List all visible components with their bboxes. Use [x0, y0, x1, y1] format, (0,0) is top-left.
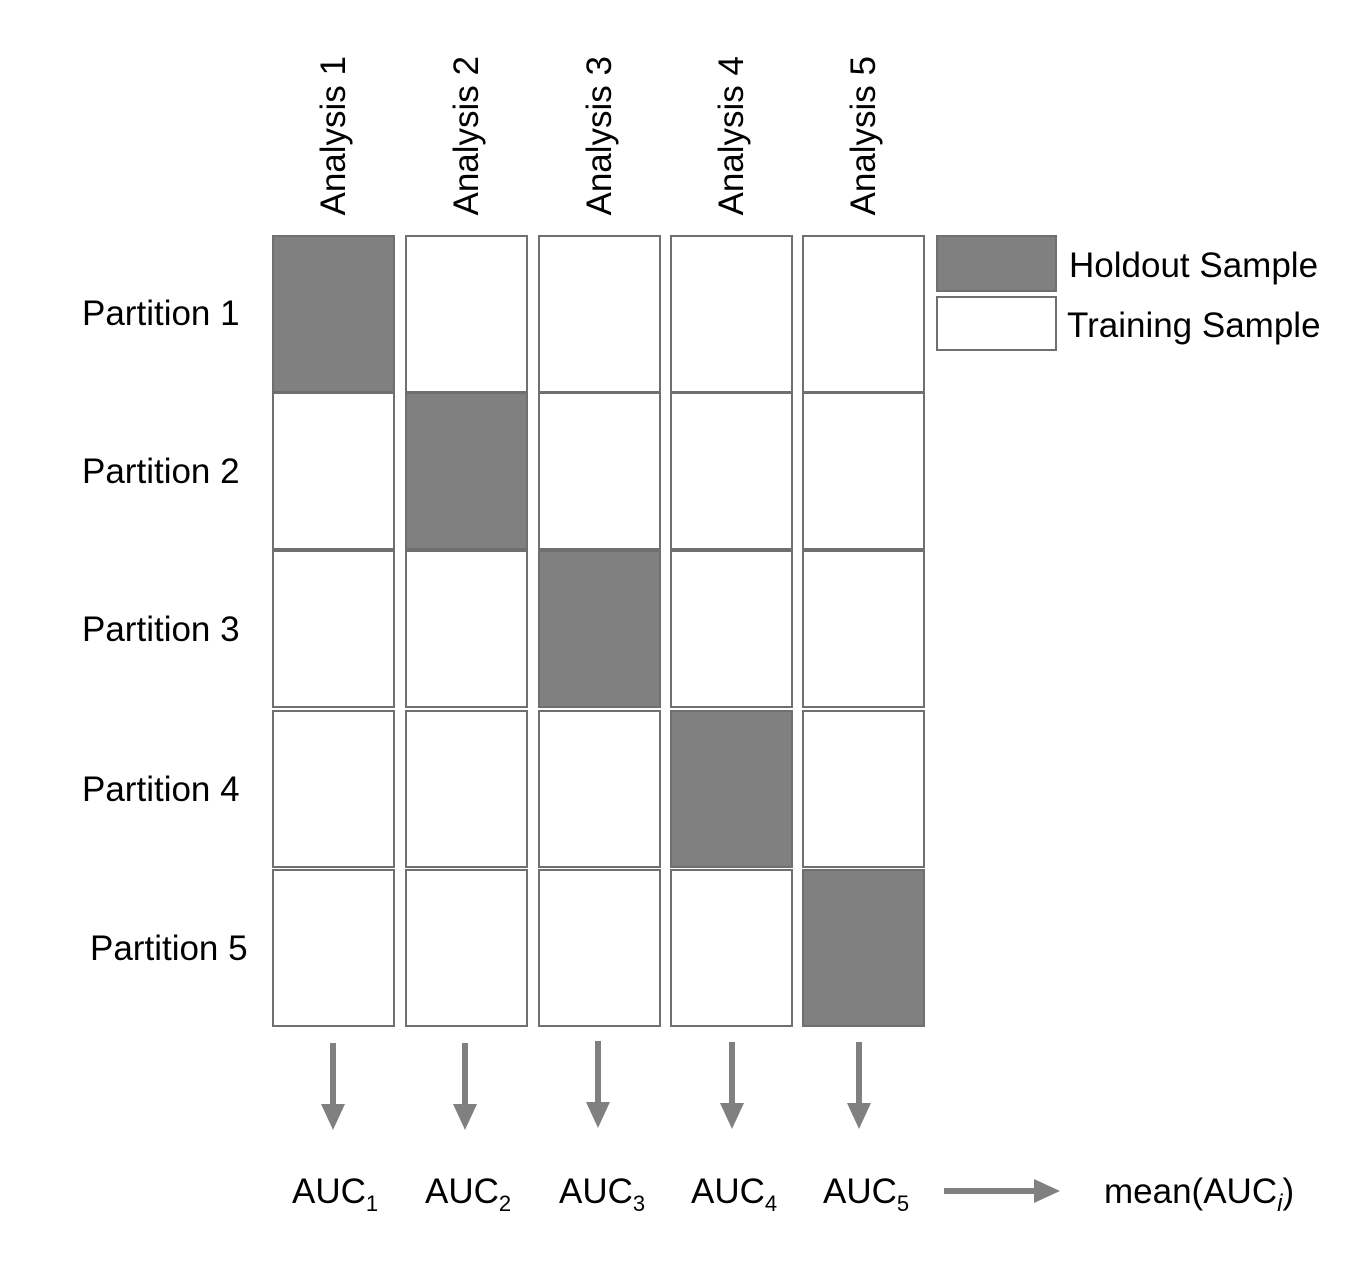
- legend-holdout-label: Holdout Sample: [1069, 246, 1319, 285]
- down-arrow-icon: [453, 1043, 477, 1130]
- auc-subscript: 2: [498, 1191, 512, 1216]
- training-cell-r4-c1: [272, 710, 395, 868]
- holdout-cell-r5-c5: [802, 869, 925, 1027]
- row-label-partition-3: Partition 3: [82, 610, 240, 649]
- auc-label: AUC: [425, 1172, 499, 1211]
- training-cell-r3-c4: [670, 550, 793, 708]
- legend-holdout-swatch: [936, 235, 1057, 292]
- mean-auc-output: mean(AUCi): [1104, 1172, 1295, 1216]
- training-cell-r4-c5: [802, 710, 925, 868]
- auc-label: AUC: [823, 1172, 897, 1211]
- mean-suffix: ): [1282, 1172, 1295, 1211]
- training-cell-r5-c4: [670, 869, 793, 1027]
- auc-output-5: AUC5: [823, 1174, 909, 1215]
- mean-subscript: i: [1277, 1190, 1283, 1217]
- down-arrow-icon: [847, 1042, 871, 1129]
- training-cell-r1-c3: [538, 235, 661, 393]
- row-label-partition-5: Partition 5: [90, 929, 248, 968]
- training-cell-r1-c4: [670, 235, 793, 393]
- down-arrow-icon: [321, 1043, 345, 1130]
- auc-subscript: 3: [632, 1191, 646, 1216]
- auc-subscript: 1: [365, 1191, 379, 1216]
- legend-training-swatch: [936, 296, 1057, 351]
- auc-label: AUC: [559, 1172, 633, 1211]
- auc-label: AUC: [691, 1172, 765, 1211]
- training-cell-r3-c5: [802, 550, 925, 708]
- holdout-cell-r3-c3: [538, 550, 661, 708]
- down-arrow-icon: [720, 1042, 744, 1129]
- row-label-partition-2: Partition 2: [82, 452, 240, 491]
- training-cell-r5-c2: [405, 869, 528, 1027]
- training-cell-r4-c2: [405, 710, 528, 868]
- training-cell-r2-c5: [802, 392, 925, 550]
- row-label-partition-4: Partition 4: [82, 770, 240, 809]
- training-cell-r5-c1: [272, 869, 395, 1027]
- auc-output-3: AUC3: [559, 1174, 645, 1215]
- right-arrow-icon: [944, 1179, 1060, 1203]
- training-cell-r5-c3: [538, 869, 661, 1027]
- holdout-cell-r1-c1: [272, 235, 395, 393]
- training-cell-r3-c2: [405, 550, 528, 708]
- auc-output-1: AUC1: [292, 1174, 378, 1215]
- training-cell-r2-c3: [538, 392, 661, 550]
- training-cell-r4-c3: [538, 710, 661, 868]
- holdout-cell-r4-c4: [670, 710, 793, 868]
- down-arrow-icon: [586, 1041, 610, 1128]
- training-cell-r2-c4: [670, 392, 793, 550]
- auc-output-2: AUC2: [425, 1174, 511, 1215]
- training-cell-r2-c1: [272, 392, 395, 550]
- row-label-partition-1: Partition 1: [82, 294, 240, 333]
- holdout-cell-r2-c2: [405, 392, 528, 550]
- training-cell-r1-c5: [802, 235, 925, 393]
- auc-subscript: 5: [896, 1191, 910, 1216]
- auc-label: AUC: [292, 1172, 366, 1211]
- legend-training-label: Training Sample: [1067, 306, 1321, 345]
- auc-subscript: 4: [764, 1191, 778, 1216]
- training-cell-r3-c1: [272, 550, 395, 708]
- auc-output-4: AUC4: [691, 1174, 777, 1215]
- mean-prefix: mean(AUC: [1104, 1172, 1278, 1211]
